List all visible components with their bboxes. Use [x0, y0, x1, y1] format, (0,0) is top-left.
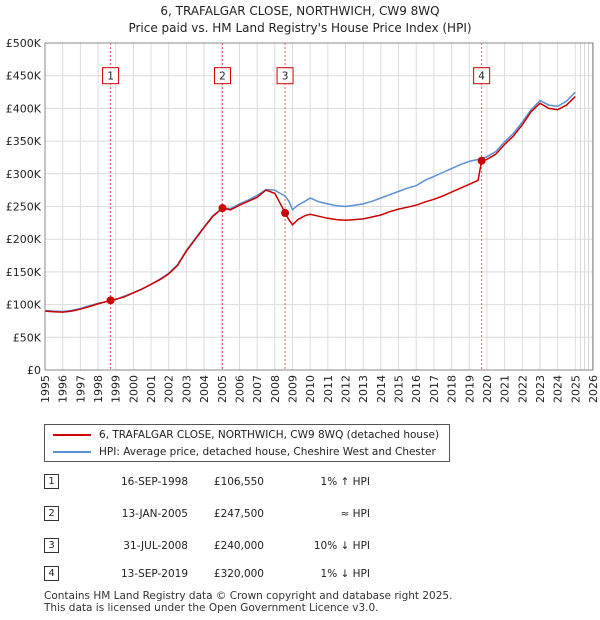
sale-marker-box	[276, 67, 294, 85]
x-tick-label: 2017	[428, 375, 441, 403]
table-row: 3 31-JUL-2008 £240,000 10% ↓ HPI	[0, 536, 600, 556]
grid	[44, 42, 594, 371]
sale-marker-box	[213, 67, 231, 85]
sale-badge: 4	[44, 566, 59, 581]
y-tick-label: £150K	[6, 266, 42, 279]
plot-frame	[44, 42, 594, 371]
sale-marker-label: 2	[219, 71, 226, 83]
x-tick-label: 2023	[534, 375, 547, 403]
x-tick-label: 2016	[410, 375, 423, 403]
x-tick-label: 2004	[198, 375, 211, 403]
x-tick-label: 2014	[375, 375, 388, 403]
x-tick-label: 2005	[216, 375, 229, 403]
footer-licence: This data is licensed under the Open Gov…	[44, 602, 379, 614]
legend-label-property: 6, TRAFALGAR CLOSE, NORTHWICH, CW9 8WQ (…	[99, 429, 440, 441]
sale-price: £240,000	[213, 540, 264, 552]
legend: 6, TRAFALGAR CLOSE, NORTHWICH, CW9 8WQ (…	[44, 424, 450, 462]
sale-badge: 1	[44, 474, 59, 489]
sale-hpi: 1% ↓ HPI	[320, 568, 370, 580]
x-tick-label: 2006	[233, 375, 246, 403]
sale-price: £106,550	[213, 476, 264, 488]
sale-marker-label: 1	[107, 71, 114, 83]
x-tick-label: 2008	[269, 375, 282, 403]
legend-swatch-property	[53, 434, 91, 436]
x-tick-label: 2003	[180, 375, 193, 403]
x-tick-label: 2021	[499, 375, 512, 403]
x-tick-label: 2001	[145, 375, 158, 403]
sale-point	[106, 296, 115, 305]
x-tick-label: 2010	[304, 375, 317, 403]
sale-hpi: ≈ HPI	[340, 508, 370, 520]
legend-label-hpi: HPI: Average price, detached house, Ches…	[99, 446, 436, 458]
sale-marker-label: 3	[282, 71, 289, 83]
y-tick-label: £350K	[6, 135, 42, 148]
x-tick-label: 2026	[587, 375, 600, 403]
y-tick-label: £450K	[6, 70, 42, 83]
price-chart: 1 2 3 4 £0 £50K £100K £150K £200K £250K £300K £350…	[6, 37, 600, 403]
x-tick-label: 2018	[446, 375, 459, 403]
sale-date: 13-JAN-2005	[121, 508, 188, 520]
sale-points	[106, 156, 486, 305]
table-row: 4 13-SEP-2019 £320,000 1% ↓ HPI	[0, 564, 600, 584]
chart-title: 6, TRAFALGAR CLOSE, NORTHWICH, CW9 8WQ	[160, 4, 440, 18]
sale-hpi: 10% ↓ HPI	[313, 540, 370, 552]
legend-item-hpi: HPI: Average price, detached house, Ches…	[53, 444, 436, 460]
sale-badge: 3	[44, 538, 59, 553]
sale-badge: 2	[44, 506, 59, 521]
x-tick-label: 1995	[39, 375, 52, 403]
x-tick-label: 1999	[110, 375, 123, 403]
sale-point	[218, 204, 227, 213]
sale-marker-box	[473, 67, 491, 85]
y-tick-label: £300K	[6, 168, 42, 181]
x-tick-label: 2024	[552, 375, 565, 403]
sale-point	[477, 156, 486, 165]
legend-item-property: 6, TRAFALGAR CLOSE, NORTHWICH, CW9 8WQ (…	[53, 427, 439, 443]
x-tick-label: 2020	[481, 375, 494, 403]
sale-price: £247,500	[213, 508, 264, 520]
footer-copyright: Contains HM Land Registry data © Crown c…	[44, 590, 453, 602]
y-tick-label: £0	[27, 364, 41, 377]
sale-marker-box	[102, 67, 120, 85]
x-tick-label: 2011	[322, 375, 335, 403]
sale-hpi: 1% ↑ HPI	[320, 476, 370, 488]
sale-point	[281, 209, 290, 218]
x-tick-label: 2000	[127, 375, 140, 403]
legend-swatch-hpi	[53, 451, 91, 453]
axes: £0 £50K £100K £150K £200K £250K £300K £350K £400…	[6, 37, 600, 403]
x-tick-label: 1997	[74, 375, 87, 403]
y-tick-label: £500K	[6, 37, 42, 50]
y-tick-label: £100K	[6, 299, 42, 312]
sale-date: 31-JUL-2008	[123, 540, 188, 552]
x-tick-label: 2015	[393, 375, 406, 403]
x-tick-label: 2009	[286, 375, 299, 403]
sale-date: 16-SEP-1998	[120, 476, 188, 488]
x-tick-label: 2013	[357, 375, 370, 403]
x-tick-label: 2025	[569, 375, 582, 403]
y-tick-label: £400K	[6, 102, 42, 115]
sale-marker-label: 4	[478, 71, 485, 83]
sale-date: 13-SEP-2019	[120, 568, 188, 580]
x-tick-label: 2012	[340, 375, 353, 403]
x-tick-label: 1998	[92, 375, 105, 403]
x-tick-label: 1996	[57, 375, 70, 403]
sale-marker-lines: 1 2 3 4	[102, 43, 491, 370]
y-tick-label: £250K	[6, 201, 42, 214]
y-tick-label: £200K	[6, 233, 42, 246]
x-tick-label: 2022	[516, 375, 529, 403]
y-tick-label: £50K	[13, 331, 42, 344]
sale-price: £320,000	[213, 568, 264, 580]
table-row: 1 16-SEP-1998 £106,550 1% ↑ HPI	[0, 472, 600, 492]
x-tick-label: 2002	[163, 375, 176, 403]
chart-subtitle: Price paid vs. HM Land Registry's House …	[128, 21, 472, 35]
table-row: 2 13-JAN-2005 £247,500 ≈ HPI	[0, 504, 600, 524]
x-tick-label: 2019	[463, 375, 476, 403]
x-tick-label: 2007	[251, 375, 264, 403]
